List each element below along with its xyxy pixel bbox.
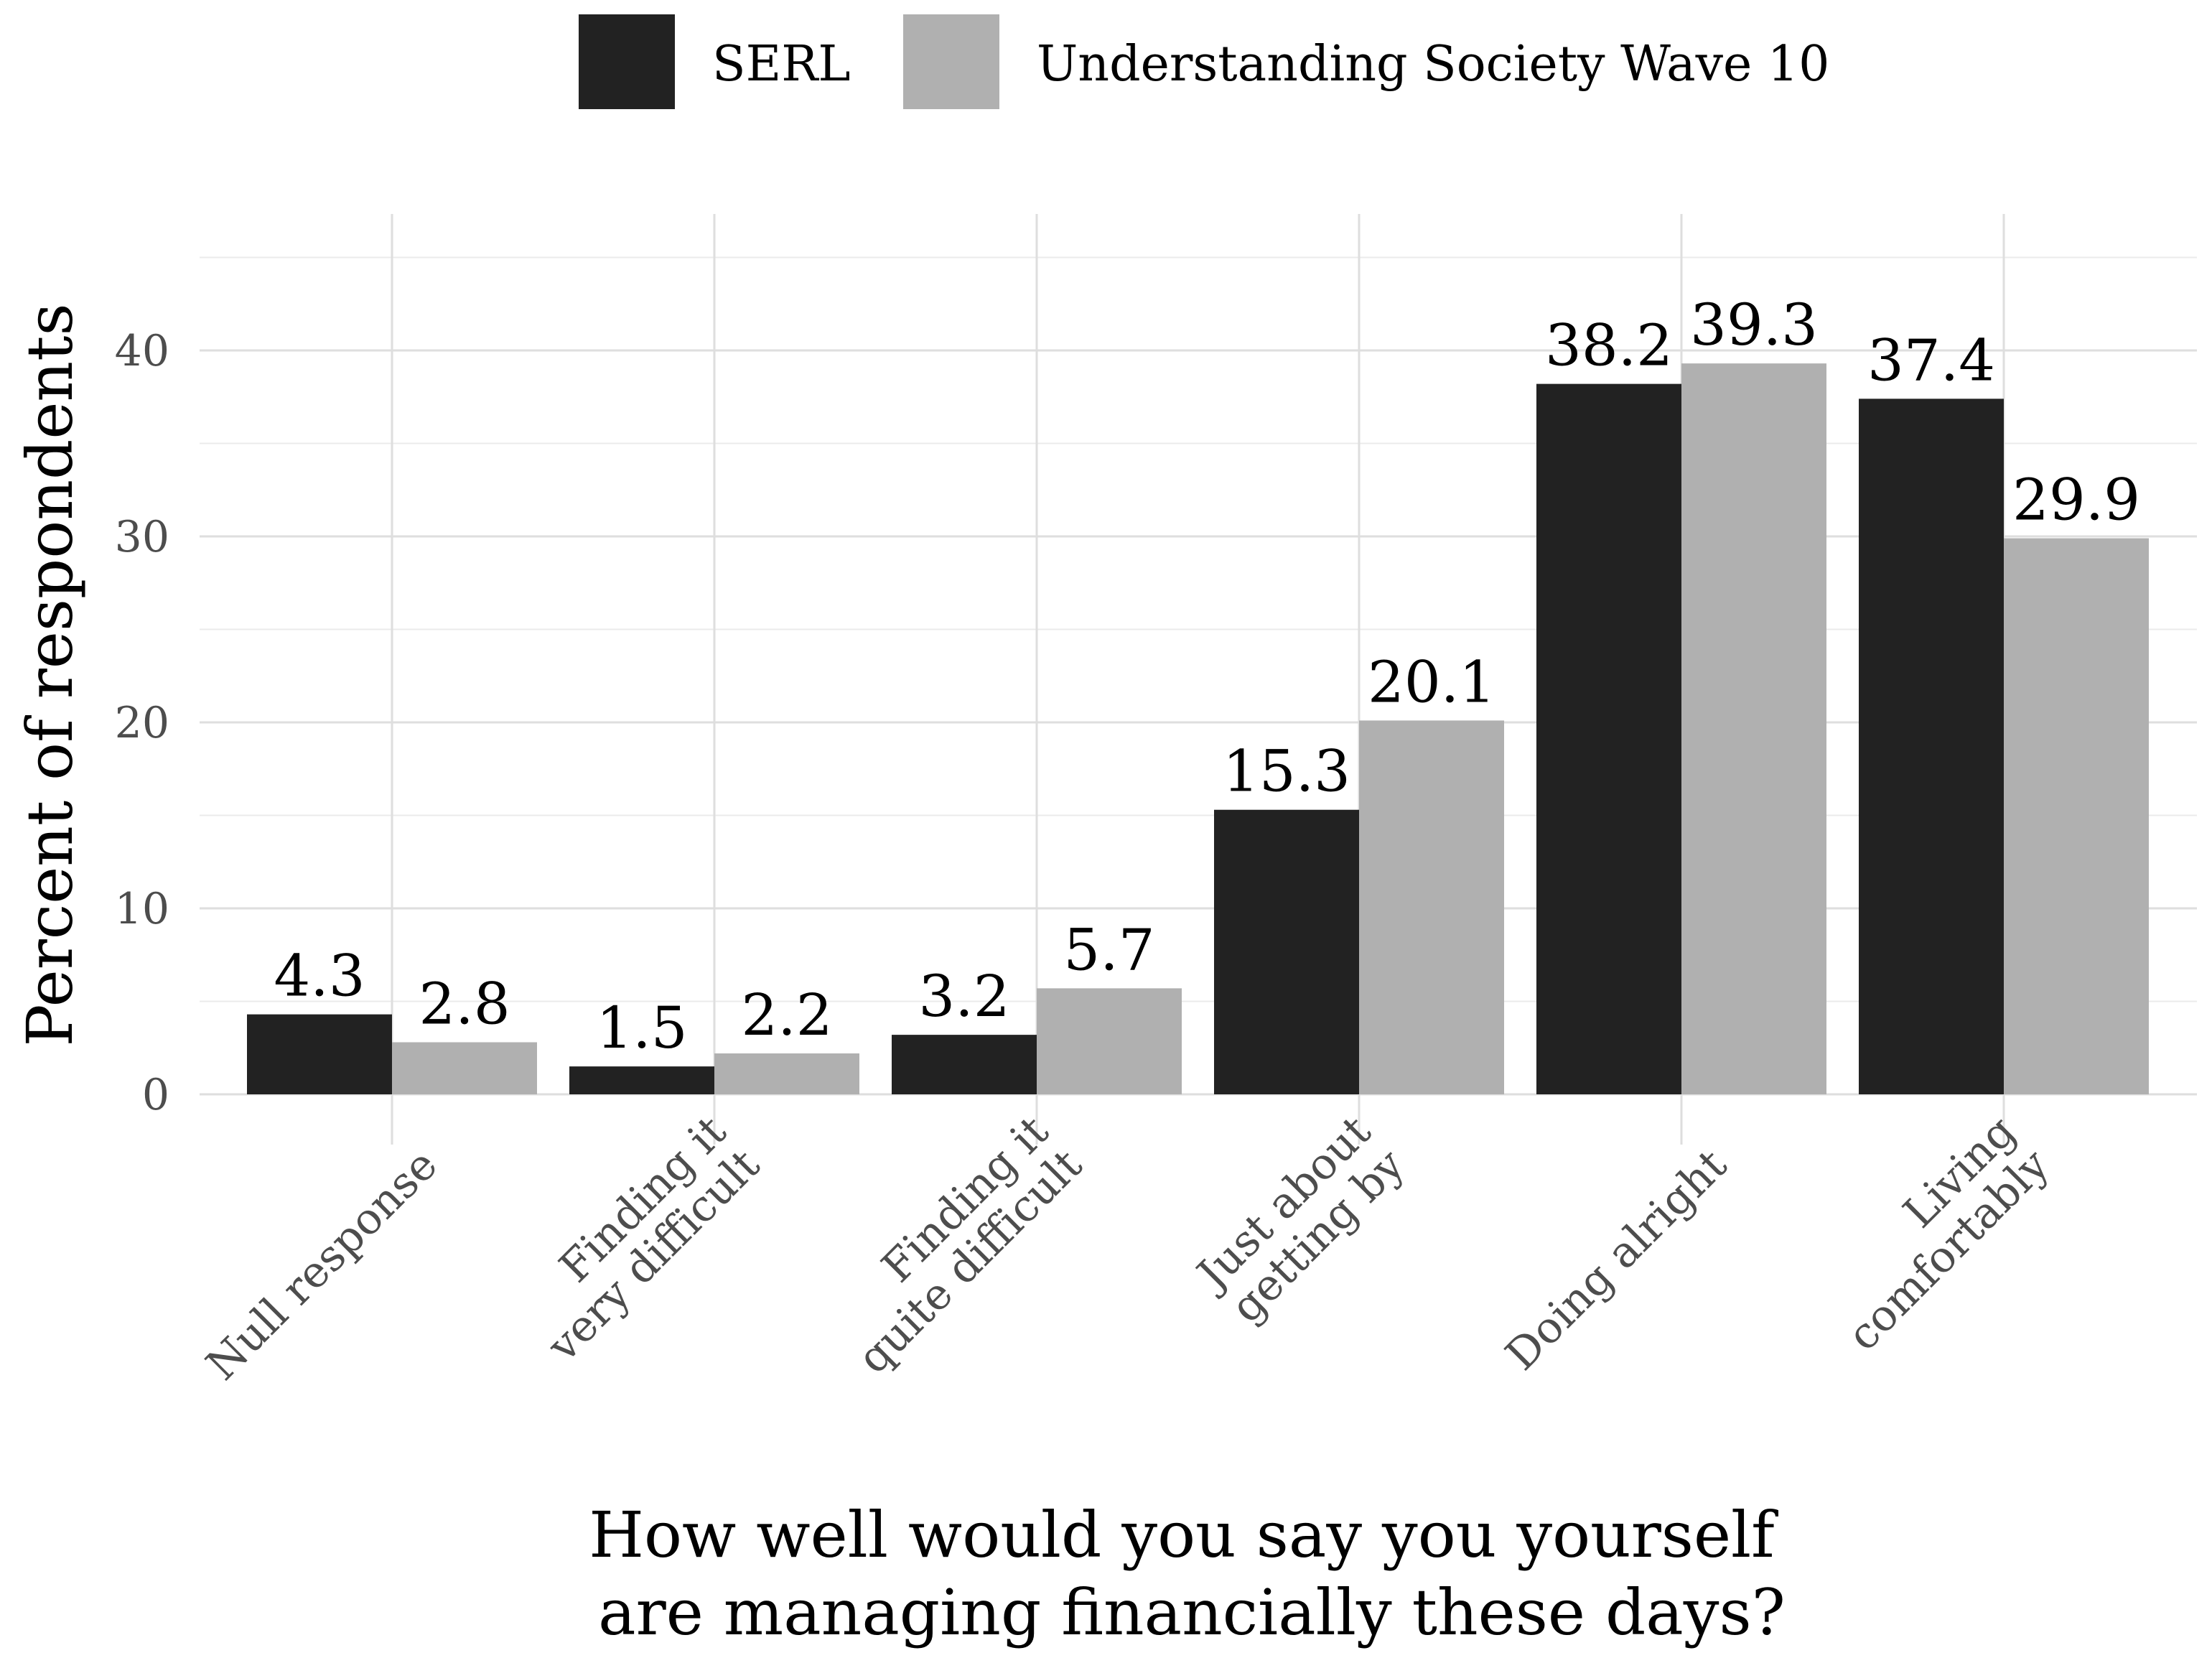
bar-value-label: 20.1 (1368, 648, 1495, 715)
bar-value-label: 15.3 (1223, 738, 1350, 805)
y-tick-label: 0 (142, 1070, 169, 1120)
bar-value-label: 5.7 (1063, 916, 1154, 983)
bar-serl (1214, 809, 1359, 1094)
value-labels: 4.3 2.8 1.5 2.2 3.2 5.7 15.3 20.1 38.2 39.3 37.4 29… (274, 292, 2140, 1061)
y-tick-label: 10 (115, 884, 169, 934)
bar-understanding-society (1359, 720, 1504, 1094)
x-axis-title-line-1: How well would you say you yourself (589, 1498, 1778, 1572)
bar-serl (569, 1066, 714, 1094)
y-axis: 0 10 20 30 40 (115, 326, 169, 1120)
x-tick-label: Doing alright (1496, 1140, 1737, 1380)
bar-value-label: 1.5 (596, 995, 687, 1061)
bar-value-label: 4.3 (274, 943, 365, 1010)
bar-serl (892, 1035, 1037, 1094)
y-tick-label: 20 (115, 698, 169, 748)
legend: SERL Understanding Society Wave 10 (579, 14, 1829, 109)
x-axis-title-line-2: are managing financially these days? (598, 1575, 1786, 1649)
bars (247, 363, 2149, 1094)
x-tick-label-line: Doing alright (1496, 1140, 1737, 1380)
bar-value-label: 39.3 (1690, 292, 1818, 358)
bar-understanding-society (1037, 988, 1182, 1094)
y-tick-label: 30 (115, 512, 169, 562)
bar-value-label: 3.2 (918, 963, 1009, 1030)
legend-swatch (579, 14, 675, 109)
bar-serl (1859, 399, 2004, 1094)
x-tick-label-line: Null response (197, 1140, 447, 1390)
bar-serl (247, 1014, 392, 1094)
bar-value-label: 29.9 (2012, 467, 2140, 534)
legend-label: SERL (712, 36, 851, 93)
bar-understanding-society (1681, 363, 1826, 1094)
bar-understanding-society (714, 1053, 859, 1094)
legend-swatch (903, 14, 999, 109)
y-axis-title: Percent of respondents (13, 303, 87, 1046)
bar-value-label: 38.2 (1545, 312, 1673, 379)
y-tick-label: 40 (115, 326, 169, 376)
bar-value-label: 2.2 (741, 982, 832, 1048)
x-axis-title: How well would you say you yourself are … (589, 1498, 1795, 1649)
bar-value-label: 2.8 (419, 970, 510, 1037)
x-tick-label: Null response (197, 1140, 447, 1390)
bar-understanding-society (392, 1042, 537, 1094)
bar-understanding-society (2004, 538, 2149, 1094)
bar-value-label: 37.4 (1867, 327, 1995, 393)
bar-serl (1536, 383, 1681, 1094)
legend-label: Understanding Society Wave 10 (1037, 36, 1829, 93)
